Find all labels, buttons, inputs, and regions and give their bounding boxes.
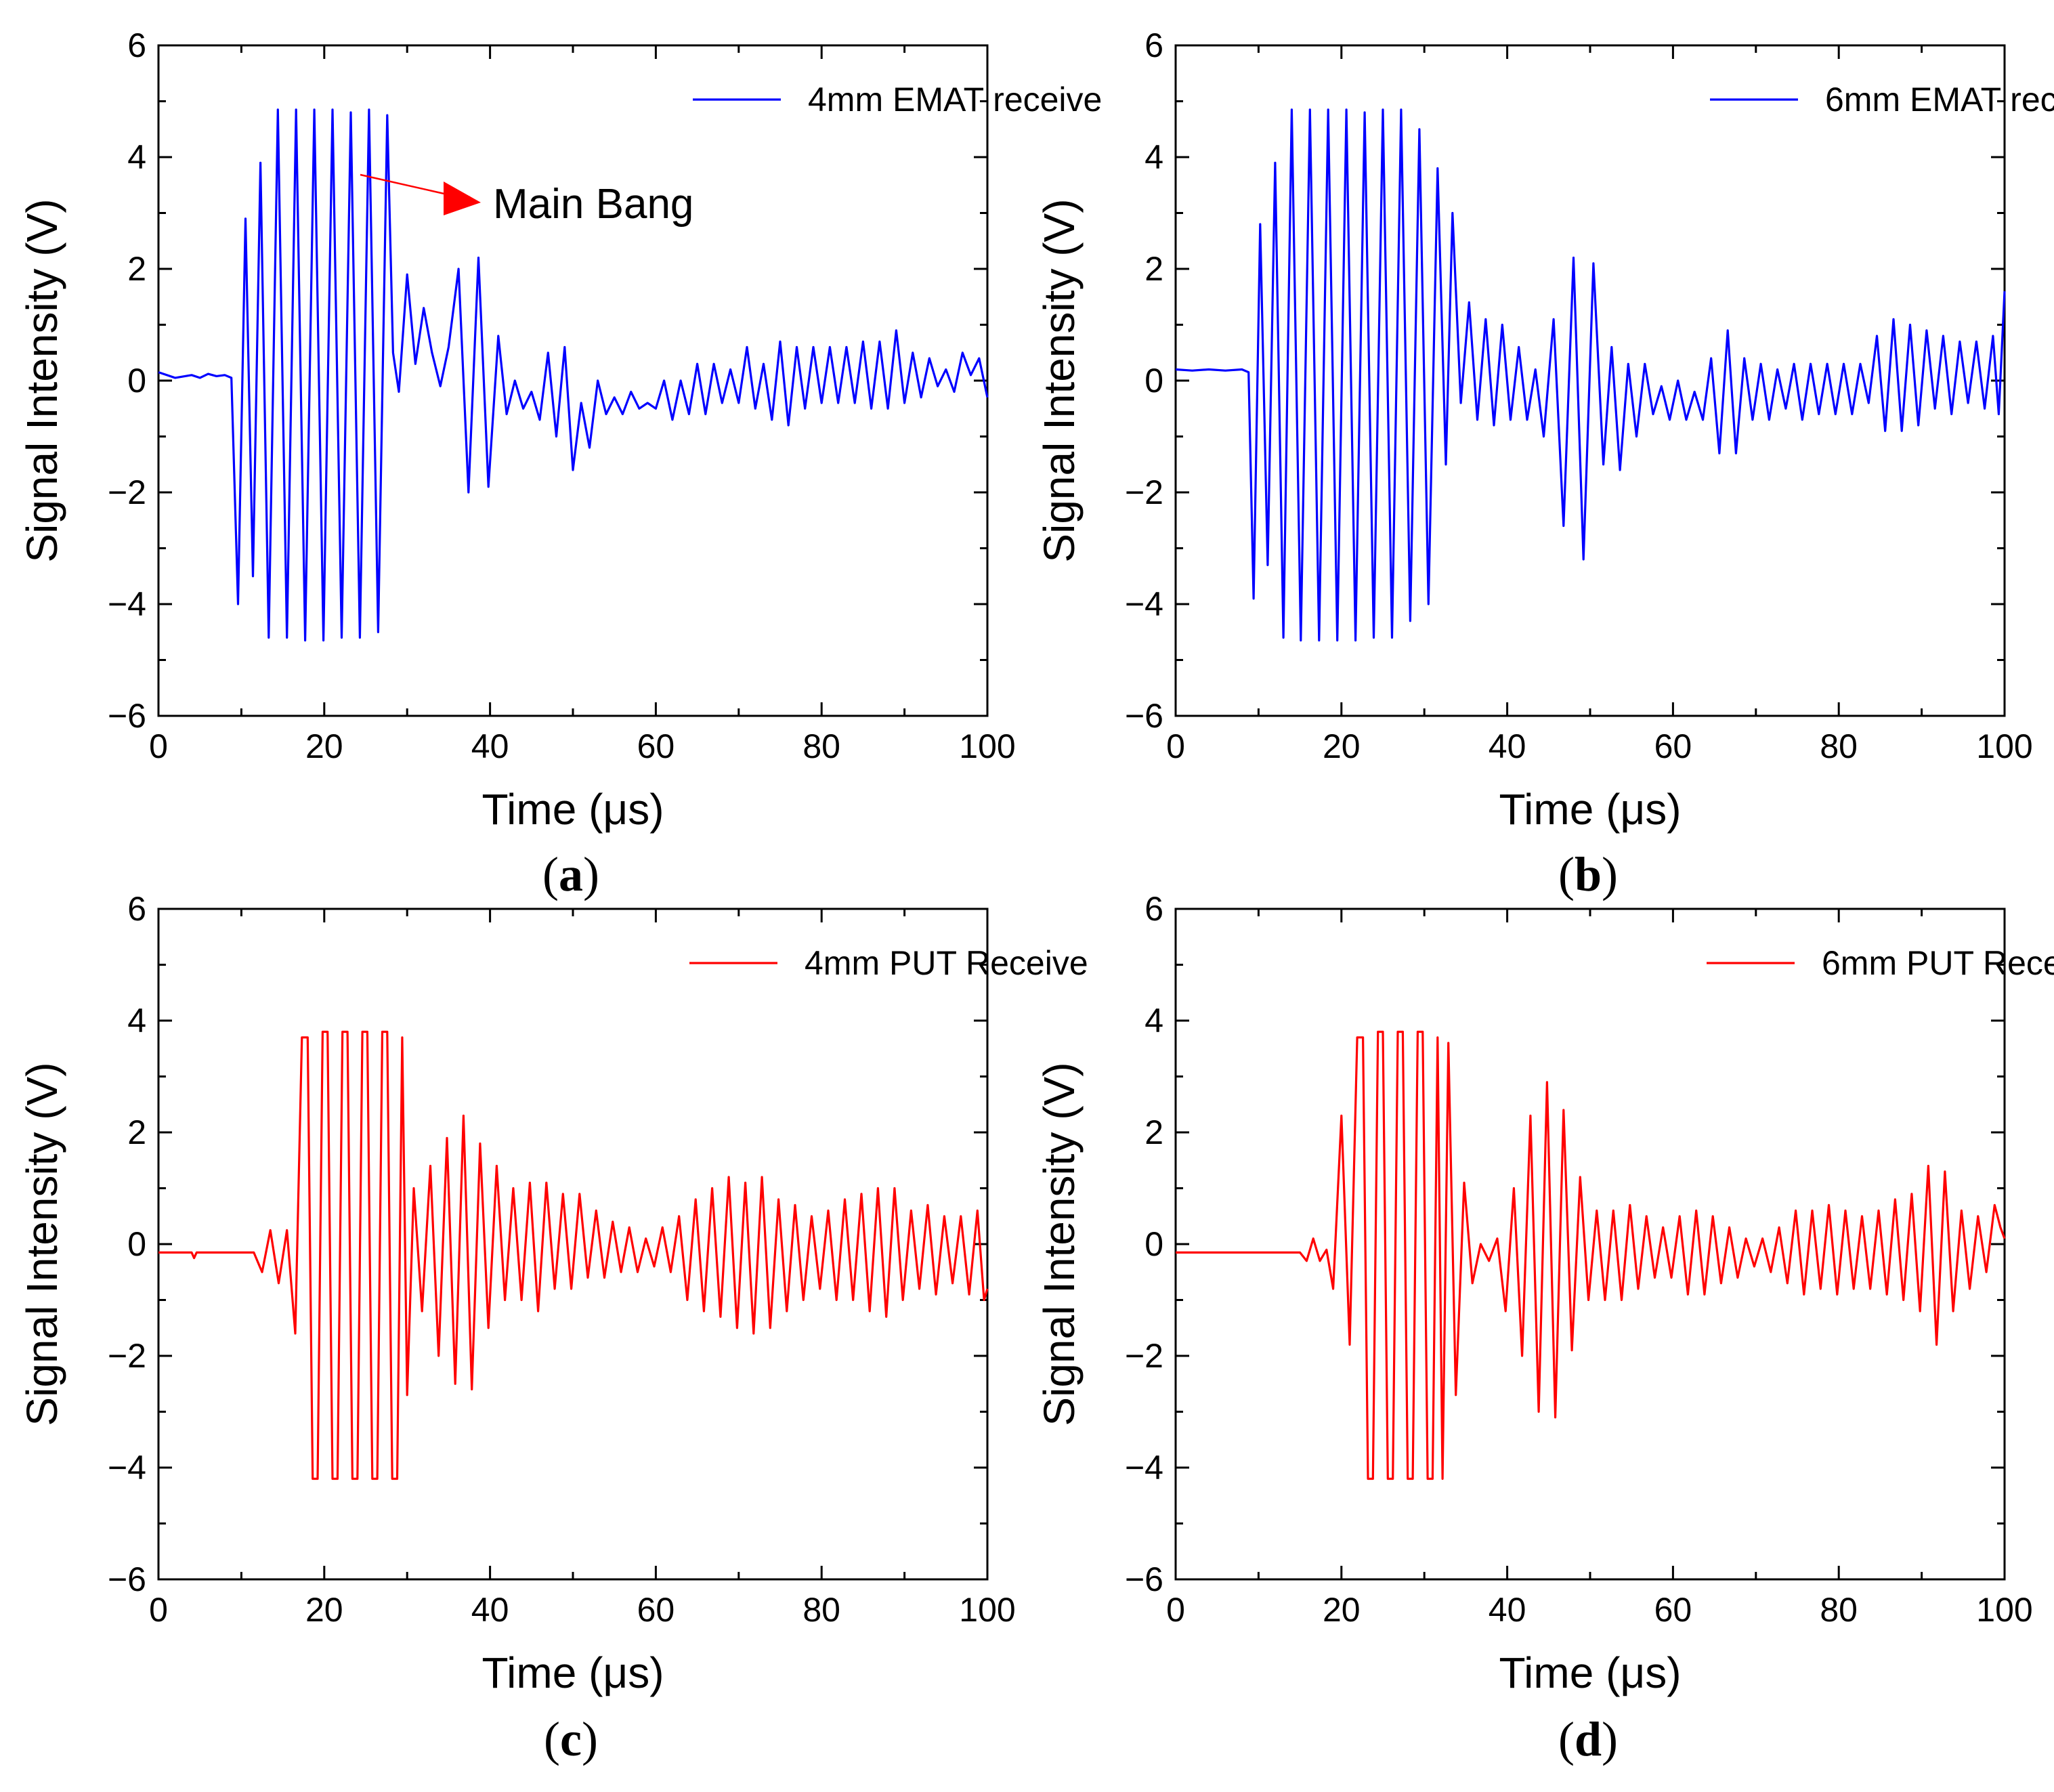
y-tick-label: −4 — [108, 585, 146, 623]
x-tick-label: 100 — [959, 1591, 1015, 1629]
main-bang-annotation: Main Bang — [360, 173, 693, 228]
x-tick-label: 20 — [1323, 1591, 1361, 1629]
x-tick-label: 60 — [1654, 1591, 1692, 1629]
legend-label: 4mm PUT Receive — [805, 944, 1088, 982]
series-line — [158, 108, 989, 642]
x-axis-title: Time (μs) — [1499, 1648, 1681, 1697]
y-axis-title: Signal Intensity (V) — [18, 198, 66, 562]
y-tick-label: −4 — [108, 1449, 146, 1487]
y-tick-label: −6 — [108, 697, 146, 735]
y-tick-label: −2 — [108, 1337, 146, 1375]
panel-b: 0 20 40 60 80 100 −6 −4 −2 0 2 4 6 Time (μs) Signal In… — [1035, 26, 2054, 834]
plot-frame — [157, 908, 989, 1581]
main-bang-arrowhead-icon — [444, 182, 481, 215]
y-tick-label: −6 — [1125, 1560, 1163, 1598]
x-tick-label: 100 — [1976, 1591, 2032, 1629]
x-tick-label: 20 — [1323, 727, 1361, 765]
series-line — [1176, 1030, 2006, 1480]
y-tick-label: 0 — [1144, 1225, 1163, 1263]
x-tick-label: 80 — [803, 1591, 840, 1629]
panel-c: 0 20 40 60 80 100 −6 −4 −2 0 2 4 6 Time (μs) Signal In… — [18, 890, 1088, 1697]
y-tick-label: 6 — [127, 890, 146, 928]
y-tick-label: 0 — [127, 362, 146, 400]
y-tick-label: 4 — [127, 138, 146, 176]
x-tick-label: 20 — [305, 727, 343, 765]
legend-label: 6mm EMAT receive — [1825, 81, 2054, 119]
legend-label: 6mm PUT Receive — [1822, 944, 2054, 982]
y-tick-label: 6 — [1144, 890, 1163, 928]
x-axis-title: Time (μs) — [482, 1648, 664, 1697]
panel-b-label: (b) — [1558, 847, 1618, 901]
y-axis-title: Signal Intensity (V) — [18, 1062, 66, 1426]
y-tick-label: 6 — [127, 26, 146, 64]
y-axis-title: Signal Intensity (V) — [1035, 198, 1084, 562]
x-tick-label: 40 — [1489, 1591, 1526, 1629]
y-tick-label: 2 — [127, 1113, 146, 1151]
x-tick-label: 0 — [1166, 727, 1185, 765]
x-tick-label: 40 — [1489, 727, 1526, 765]
x-tick-label: 0 — [149, 1591, 168, 1629]
y-tick-label: −2 — [1125, 473, 1163, 511]
series-line — [158, 1030, 989, 1480]
panel-a: 0 20 40 60 80 100 −6 −4 −2 0 2 4 6 Time (μs) Signal In… — [18, 26, 1102, 834]
y-tick-label: 0 — [1144, 362, 1163, 400]
y-tick-label: 6 — [1144, 26, 1163, 64]
y-tick-label: −2 — [1125, 1337, 1163, 1375]
x-axis-title: Time (μs) — [482, 785, 664, 834]
x-tick-label: 60 — [1654, 727, 1692, 765]
panel-a-label: (a) — [542, 847, 599, 901]
y-tick-label: −6 — [108, 1560, 146, 1598]
x-tick-label: 0 — [1166, 1591, 1185, 1629]
y-tick-label: 2 — [1144, 250, 1163, 288]
x-tick-label: 0 — [149, 727, 168, 765]
y-tick-label: 0 — [127, 1225, 146, 1263]
x-tick-label: 60 — [637, 1591, 675, 1629]
x-tick-label: 40 — [471, 727, 509, 765]
legend-label: 4mm EMAT receive — [808, 81, 1102, 119]
y-tick-label: −4 — [1125, 585, 1163, 623]
y-tick-label: 4 — [1144, 1002, 1163, 1040]
x-tick-label: 60 — [637, 727, 675, 765]
x-tick-label: 80 — [1820, 1591, 1858, 1629]
x-tick-label: 80 — [803, 727, 840, 765]
x-tick-label: 100 — [1976, 727, 2032, 765]
y-axis-title: Signal Intensity (V) — [1035, 1062, 1084, 1426]
y-tick-label: −4 — [1125, 1449, 1163, 1487]
y-tick-label: 4 — [127, 1002, 146, 1040]
plot-frame — [1174, 908, 2006, 1581]
x-tick-label: 40 — [471, 1591, 509, 1629]
x-tick-label: 80 — [1820, 727, 1858, 765]
x-tick-label: 20 — [305, 1591, 343, 1629]
main-bang-label: Main Bang — [493, 181, 693, 228]
y-tick-label: 2 — [127, 250, 146, 288]
x-axis-title: Time (μs) — [1499, 785, 1681, 834]
y-tick-label: 2 — [1144, 1113, 1163, 1151]
y-tick-label: −2 — [108, 473, 146, 511]
panel-d: 0 20 40 60 80 100 −6 −4 −2 0 2 4 6 Time (μs) Signal In… — [1035, 890, 2054, 1697]
y-tick-label: 4 — [1144, 138, 1163, 176]
panel-c-label: (c) — [544, 1712, 598, 1766]
series-line — [1175, 108, 2006, 642]
panel-d-label: (d) — [1558, 1712, 1618, 1766]
y-tick-label: −6 — [1125, 697, 1163, 735]
x-tick-label: 100 — [959, 727, 1015, 765]
